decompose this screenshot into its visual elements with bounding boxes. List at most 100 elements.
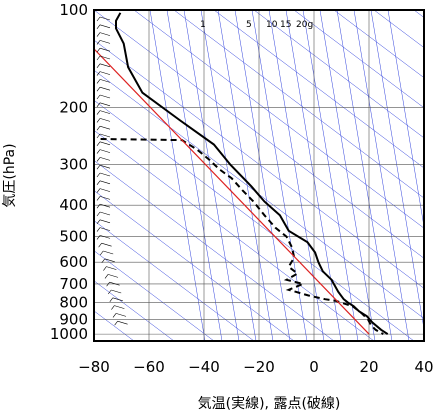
wind-barb <box>99 235 111 239</box>
x-tick-label: 0 <box>309 358 319 376</box>
wind-barb <box>99 47 111 52</box>
mixing-ratio-line <box>166 10 223 341</box>
wind-barb <box>106 266 117 270</box>
wind-barb <box>114 305 125 309</box>
y-tick-label: 1000 <box>50 325 88 343</box>
wind-barb <box>99 94 111 99</box>
wind-barb <box>99 157 111 161</box>
wind-barb <box>99 219 111 224</box>
wind-barb-flag <box>96 149 101 154</box>
dewpoint-line <box>100 138 384 335</box>
series-lines <box>94 12 389 335</box>
mixing-ratio-label: 15 <box>280 20 291 30</box>
wind-barb <box>112 297 123 302</box>
wind-barb <box>99 102 111 107</box>
wind-barb-flag <box>101 258 106 263</box>
wind-barb <box>99 172 111 177</box>
mixing-ratio-label: 1 <box>200 20 206 30</box>
wind-barb <box>99 40 111 44</box>
wind-barb <box>99 149 111 153</box>
wind-barb-flag <box>96 79 101 84</box>
wind-barb-flag <box>104 274 109 279</box>
wind-barb-flag <box>96 32 101 37</box>
x-tick-label: −40 <box>188 358 220 376</box>
wind-barb-flag <box>96 55 101 61</box>
y-tick-label: 300 <box>59 156 88 174</box>
dry-adiabat-line <box>253 10 424 139</box>
y-tick-label: 600 <box>59 253 88 271</box>
wind-barb-flag <box>112 313 117 318</box>
mixing-ratio-line <box>302 10 359 341</box>
dry-adiabat-line <box>94 99 415 341</box>
wind-barb <box>101 242 112 247</box>
wind-barb <box>99 16 111 21</box>
wind-barb-flag <box>96 87 101 92</box>
wind-barb-flag <box>106 282 110 287</box>
reference-line <box>94 48 370 335</box>
wind-barb <box>117 320 128 325</box>
mixing-ratio-line <box>268 10 325 341</box>
mixing-ratio-line <box>370 10 424 331</box>
x-tick-label: 40 <box>414 358 433 376</box>
dry-adiabat-line <box>94 250 215 341</box>
wind-barb <box>99 86 111 91</box>
y-tick-label: 200 <box>59 99 88 117</box>
wind-barb <box>99 164 111 169</box>
mixing-ratio-line <box>336 10 393 341</box>
dry-adiabat-line <box>94 280 175 341</box>
wind-barb <box>99 24 111 29</box>
plot-frame <box>93 9 425 342</box>
wind-barb-flag <box>96 196 101 201</box>
y-tick-label: 700 <box>59 275 88 293</box>
wind-barb-flag <box>96 71 101 76</box>
wind-barb <box>99 63 111 68</box>
wind-barb <box>99 55 111 60</box>
dry-adiabat-line <box>94 220 255 341</box>
dry-adiabat-line <box>133 10 424 229</box>
wind-barb-flag <box>96 204 101 209</box>
y-tick-label: 100 <box>59 1 88 19</box>
wind-barb <box>99 118 111 122</box>
wind-barb-flag <box>96 180 101 185</box>
dry-adiabat-line <box>333 10 424 79</box>
wind-barb-flag <box>96 165 101 170</box>
mixing-ratio-line <box>149 10 206 341</box>
wind-barb-flag <box>99 250 104 256</box>
wind-barb-flag <box>96 157 101 162</box>
dry-adiabat-line <box>173 10 424 199</box>
wind-barb-flag <box>96 219 101 224</box>
wind-barb-flag <box>98 243 102 248</box>
wind-barb-flag <box>96 235 101 240</box>
wind-barb <box>99 79 111 83</box>
wind-barb <box>99 211 111 216</box>
wind-barb-flag <box>96 63 101 68</box>
mixing-ratio-line <box>217 10 274 341</box>
wind-barb <box>99 125 111 130</box>
wind-barb-flag <box>96 227 101 232</box>
wind-barb-flag <box>111 305 115 310</box>
mixing-ratio-line <box>319 10 376 341</box>
wind-barb <box>99 32 111 36</box>
mixing-ratio-line <box>387 10 424 229</box>
dry-adiabat-line <box>373 10 424 48</box>
wind-barb <box>99 141 111 146</box>
mixing-ratio-line <box>183 10 240 341</box>
wind-barb-flag <box>96 141 101 146</box>
x-axis-label: 気温(実線), 露点(破線) <box>198 396 341 412</box>
wind-barb-flag <box>103 266 107 271</box>
mixing-ratio-labels: 1 5 10 15 20g <box>200 20 313 30</box>
wind-barb-flag <box>107 289 112 295</box>
wind-barb <box>104 258 115 263</box>
y-tick-label: 500 <box>59 228 88 246</box>
dry-adiabat-line <box>213 10 424 169</box>
wind-barb-flag <box>96 94 101 100</box>
wind-barb <box>107 274 119 278</box>
wind-barb-flag <box>96 110 101 115</box>
y-axis-label: 気圧(hPa) <box>2 143 18 207</box>
wind-barb-flag <box>96 24 101 29</box>
wind-barb-flag <box>96 16 101 22</box>
wind-barb <box>103 250 114 255</box>
mixing-ratio-label: 20g <box>296 20 313 30</box>
